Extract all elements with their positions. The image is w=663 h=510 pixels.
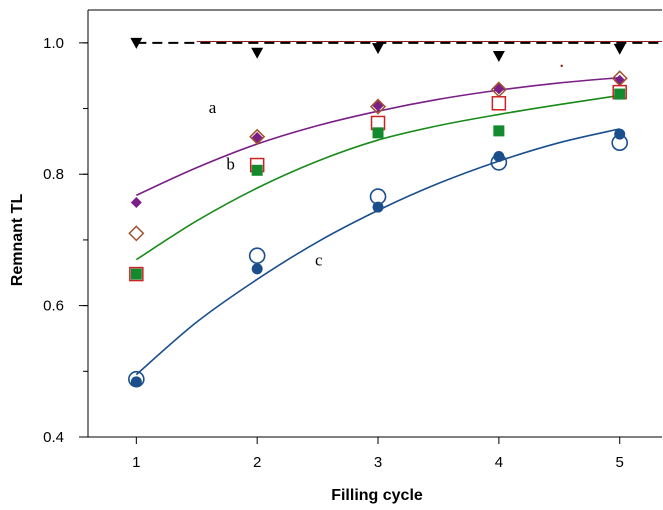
filled-diamond-marker <box>130 196 142 208</box>
filled-circle-marker <box>251 263 263 275</box>
open-diamond-marker <box>369 98 387 115</box>
fit-curve-c <box>135 128 620 376</box>
x-tick-label: 2 <box>253 454 261 471</box>
curve-label-b: b <box>226 155 235 174</box>
triangle-marker <box>130 37 143 49</box>
x-tick-label: 5 <box>616 454 624 471</box>
x-axis-title: Filling cycle <box>331 487 423 504</box>
y-axis-ticks: 0.4 0.6 0.8 1.0 <box>43 35 88 446</box>
x-axis-ticks: 1 2 3 4 5 <box>132 437 624 471</box>
reference-lines <box>136 41 662 44</box>
filled-square-marker <box>251 164 263 176</box>
open-circle-marker <box>248 247 266 264</box>
y-tick-label: 1.0 <box>43 35 64 52</box>
filled-square-marker <box>493 125 505 137</box>
open-square-marker <box>129 266 144 282</box>
curve-labels: a b c <box>209 98 323 269</box>
filled-square-marker <box>130 268 142 280</box>
triangle-marker <box>372 43 385 55</box>
y-tick-label: 0.8 <box>43 166 64 183</box>
filled-square-marker <box>372 127 384 139</box>
filled-diamond-marker <box>614 74 626 86</box>
filled-circle-marker <box>614 128 626 140</box>
data-markers <box>128 37 629 388</box>
fit-curve-b <box>135 94 620 261</box>
fit-curves <box>135 76 620 376</box>
open-diamond-marker <box>249 128 266 145</box>
y-axis-title: Remnant TL <box>9 194 26 287</box>
y-tick-label: 0.4 <box>43 429 64 446</box>
filled-circle-marker <box>372 201 384 213</box>
open-diamond-marker <box>128 225 145 242</box>
x-tick-label: 4 <box>495 454 503 471</box>
curve-label-a: a <box>209 98 217 117</box>
curve-label-c: c <box>315 251 323 270</box>
filled-square-marker <box>614 88 626 100</box>
stray-dot <box>560 64 563 68</box>
open-square-marker <box>491 96 507 111</box>
x-tick-label: 1 <box>132 454 140 471</box>
filled-circle-marker <box>130 376 142 388</box>
filled-circle-marker <box>493 150 505 162</box>
y-tick-label: 0.6 <box>43 298 64 315</box>
triangle-marker <box>613 43 626 55</box>
plot-frame <box>87 9 662 438</box>
triangle-marker <box>492 50 505 62</box>
x-tick-label: 3 <box>374 454 382 471</box>
triangle-marker <box>251 47 264 59</box>
